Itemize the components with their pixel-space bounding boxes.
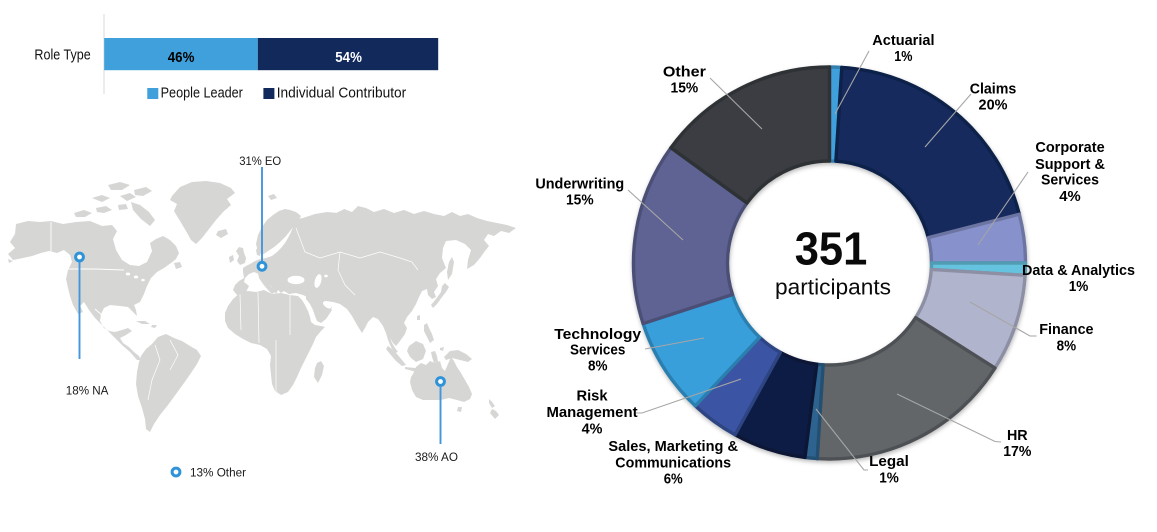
svg-text:31% EO: 31% EO <box>239 154 281 168</box>
svg-text:participants: participants <box>775 275 891 300</box>
svg-text:People Leader: People Leader <box>161 85 243 102</box>
svg-text:Risk: Risk <box>576 388 608 405</box>
svg-text:HR: HR <box>1007 427 1028 444</box>
svg-text:4%: 4% <box>582 420 603 437</box>
svg-text:Communications: Communications <box>615 454 731 471</box>
svg-text:1%: 1% <box>879 469 899 486</box>
svg-text:Claims: Claims <box>970 81 1017 98</box>
svg-text:Support &: Support & <box>1035 156 1105 173</box>
svg-text:Management: Management <box>546 404 637 421</box>
svg-text:Corporate: Corporate <box>1035 139 1104 156</box>
svg-text:18% NA: 18% NA <box>66 383 109 397</box>
svg-text:Technology: Technology <box>554 326 642 343</box>
svg-text:Services: Services <box>1041 172 1099 189</box>
svg-text:54%: 54% <box>335 49 362 66</box>
svg-text:1%: 1% <box>894 48 912 65</box>
svg-text:Actuarial: Actuarial <box>872 32 934 49</box>
svg-text:Individual Contributor: Individual Contributor <box>277 85 407 102</box>
svg-text:17%: 17% <box>1003 443 1031 460</box>
svg-text:Other: Other <box>663 64 706 81</box>
svg-text:15%: 15% <box>566 192 594 209</box>
svg-text:38% AO: 38% AO <box>415 450 458 464</box>
svg-text:Finance: Finance <box>1039 321 1093 338</box>
svg-text:8%: 8% <box>1057 337 1077 354</box>
svg-text:Services: Services <box>570 341 625 358</box>
svg-text:15%: 15% <box>671 80 699 97</box>
svg-text:351: 351 <box>795 223 868 275</box>
svg-text:Underwriting: Underwriting <box>535 175 624 192</box>
svg-text:8%: 8% <box>588 357 608 374</box>
svg-text:Legal: Legal <box>869 453 909 470</box>
svg-text:20%: 20% <box>979 97 1008 114</box>
svg-text:Data & Analytics: Data & Analytics <box>1022 262 1135 279</box>
svg-text:13% Other: 13% Other <box>190 466 246 480</box>
svg-text:6%: 6% <box>664 471 683 488</box>
svg-text:4%: 4% <box>1059 188 1080 205</box>
svg-text:46%: 46% <box>168 49 195 66</box>
svg-text:1%: 1% <box>1069 278 1089 295</box>
svg-text:Role Type: Role Type <box>34 47 90 64</box>
svg-text:Sales, Marketing &: Sales, Marketing & <box>608 438 738 455</box>
